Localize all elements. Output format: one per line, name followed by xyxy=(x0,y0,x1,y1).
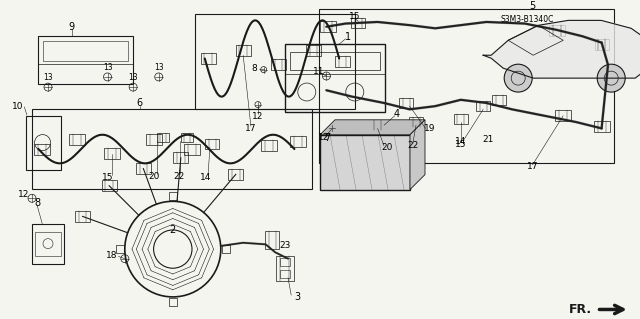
Polygon shape xyxy=(483,20,640,78)
Bar xyxy=(265,231,279,249)
Text: 1: 1 xyxy=(344,32,351,42)
Bar xyxy=(290,136,306,146)
Text: 9: 9 xyxy=(68,22,75,32)
Text: 7: 7 xyxy=(324,133,331,143)
Bar xyxy=(320,135,410,189)
Text: FR.: FR. xyxy=(568,303,591,316)
Bar xyxy=(35,232,61,256)
Text: 12: 12 xyxy=(18,190,29,199)
Text: 10: 10 xyxy=(12,102,23,111)
Text: 20: 20 xyxy=(381,143,393,152)
Bar xyxy=(32,224,64,263)
Bar xyxy=(38,36,133,84)
Bar xyxy=(222,245,230,253)
Bar xyxy=(593,121,609,132)
Bar xyxy=(102,180,116,191)
Bar xyxy=(454,114,468,124)
Bar xyxy=(290,52,380,70)
Bar xyxy=(409,117,423,127)
Bar xyxy=(200,53,216,64)
Bar xyxy=(276,256,294,281)
Circle shape xyxy=(504,64,532,92)
Text: 15: 15 xyxy=(455,140,467,149)
Text: 20: 20 xyxy=(148,172,159,181)
Text: 11: 11 xyxy=(313,67,324,76)
Bar xyxy=(280,258,290,266)
Text: 8: 8 xyxy=(34,198,40,208)
Text: 22: 22 xyxy=(173,172,185,181)
Text: 4: 4 xyxy=(394,109,400,119)
Bar xyxy=(335,56,350,67)
Text: 14: 14 xyxy=(200,173,212,182)
Bar xyxy=(306,45,321,56)
Bar xyxy=(69,134,84,145)
Bar xyxy=(548,25,564,36)
Bar xyxy=(173,152,188,163)
Bar xyxy=(136,163,151,174)
Polygon shape xyxy=(320,120,425,135)
Bar xyxy=(399,98,413,108)
Text: 13: 13 xyxy=(128,73,138,82)
Text: 13: 13 xyxy=(154,63,164,72)
Text: 13: 13 xyxy=(102,63,113,72)
Text: 5: 5 xyxy=(529,1,536,11)
Bar xyxy=(476,101,490,111)
Bar xyxy=(181,133,193,142)
Text: 15: 15 xyxy=(102,173,113,182)
Bar xyxy=(595,39,609,50)
Text: S3M3-B1340C: S3M3-B1340C xyxy=(500,15,554,24)
Bar xyxy=(32,109,312,189)
Bar xyxy=(116,245,124,253)
Bar xyxy=(34,144,50,154)
Text: 13: 13 xyxy=(43,73,53,82)
Bar xyxy=(169,298,177,306)
Bar xyxy=(351,18,365,28)
Bar xyxy=(157,133,169,142)
Text: 3: 3 xyxy=(294,292,301,302)
Text: 17: 17 xyxy=(527,162,538,171)
Bar xyxy=(205,139,220,149)
Text: 15: 15 xyxy=(349,12,361,21)
Bar xyxy=(75,211,90,222)
Polygon shape xyxy=(410,120,425,189)
Bar xyxy=(195,14,355,109)
Bar xyxy=(104,148,120,159)
Bar xyxy=(371,120,385,130)
Bar xyxy=(169,192,177,200)
Text: 12: 12 xyxy=(317,133,329,142)
Bar xyxy=(236,45,251,56)
Bar xyxy=(44,41,129,61)
Text: 17: 17 xyxy=(245,124,257,133)
Text: 18: 18 xyxy=(106,251,118,260)
Text: 12: 12 xyxy=(252,112,264,121)
Text: 22: 22 xyxy=(407,141,419,150)
Bar xyxy=(492,95,506,105)
Bar xyxy=(271,59,286,70)
Text: 19: 19 xyxy=(424,124,436,133)
Text: 21: 21 xyxy=(482,135,493,144)
Bar xyxy=(261,140,277,151)
Bar xyxy=(146,134,161,145)
Text: 2: 2 xyxy=(170,225,176,235)
Text: 23: 23 xyxy=(279,241,291,250)
Bar xyxy=(285,44,385,112)
Bar xyxy=(556,110,572,121)
Text: 6: 6 xyxy=(136,98,143,108)
Bar xyxy=(228,169,243,180)
Bar xyxy=(320,21,336,32)
Text: 14: 14 xyxy=(455,137,467,145)
Bar xyxy=(280,270,290,278)
Bar xyxy=(26,116,61,170)
Text: 8: 8 xyxy=(252,63,257,72)
Circle shape xyxy=(597,64,625,92)
Bar xyxy=(184,144,200,154)
